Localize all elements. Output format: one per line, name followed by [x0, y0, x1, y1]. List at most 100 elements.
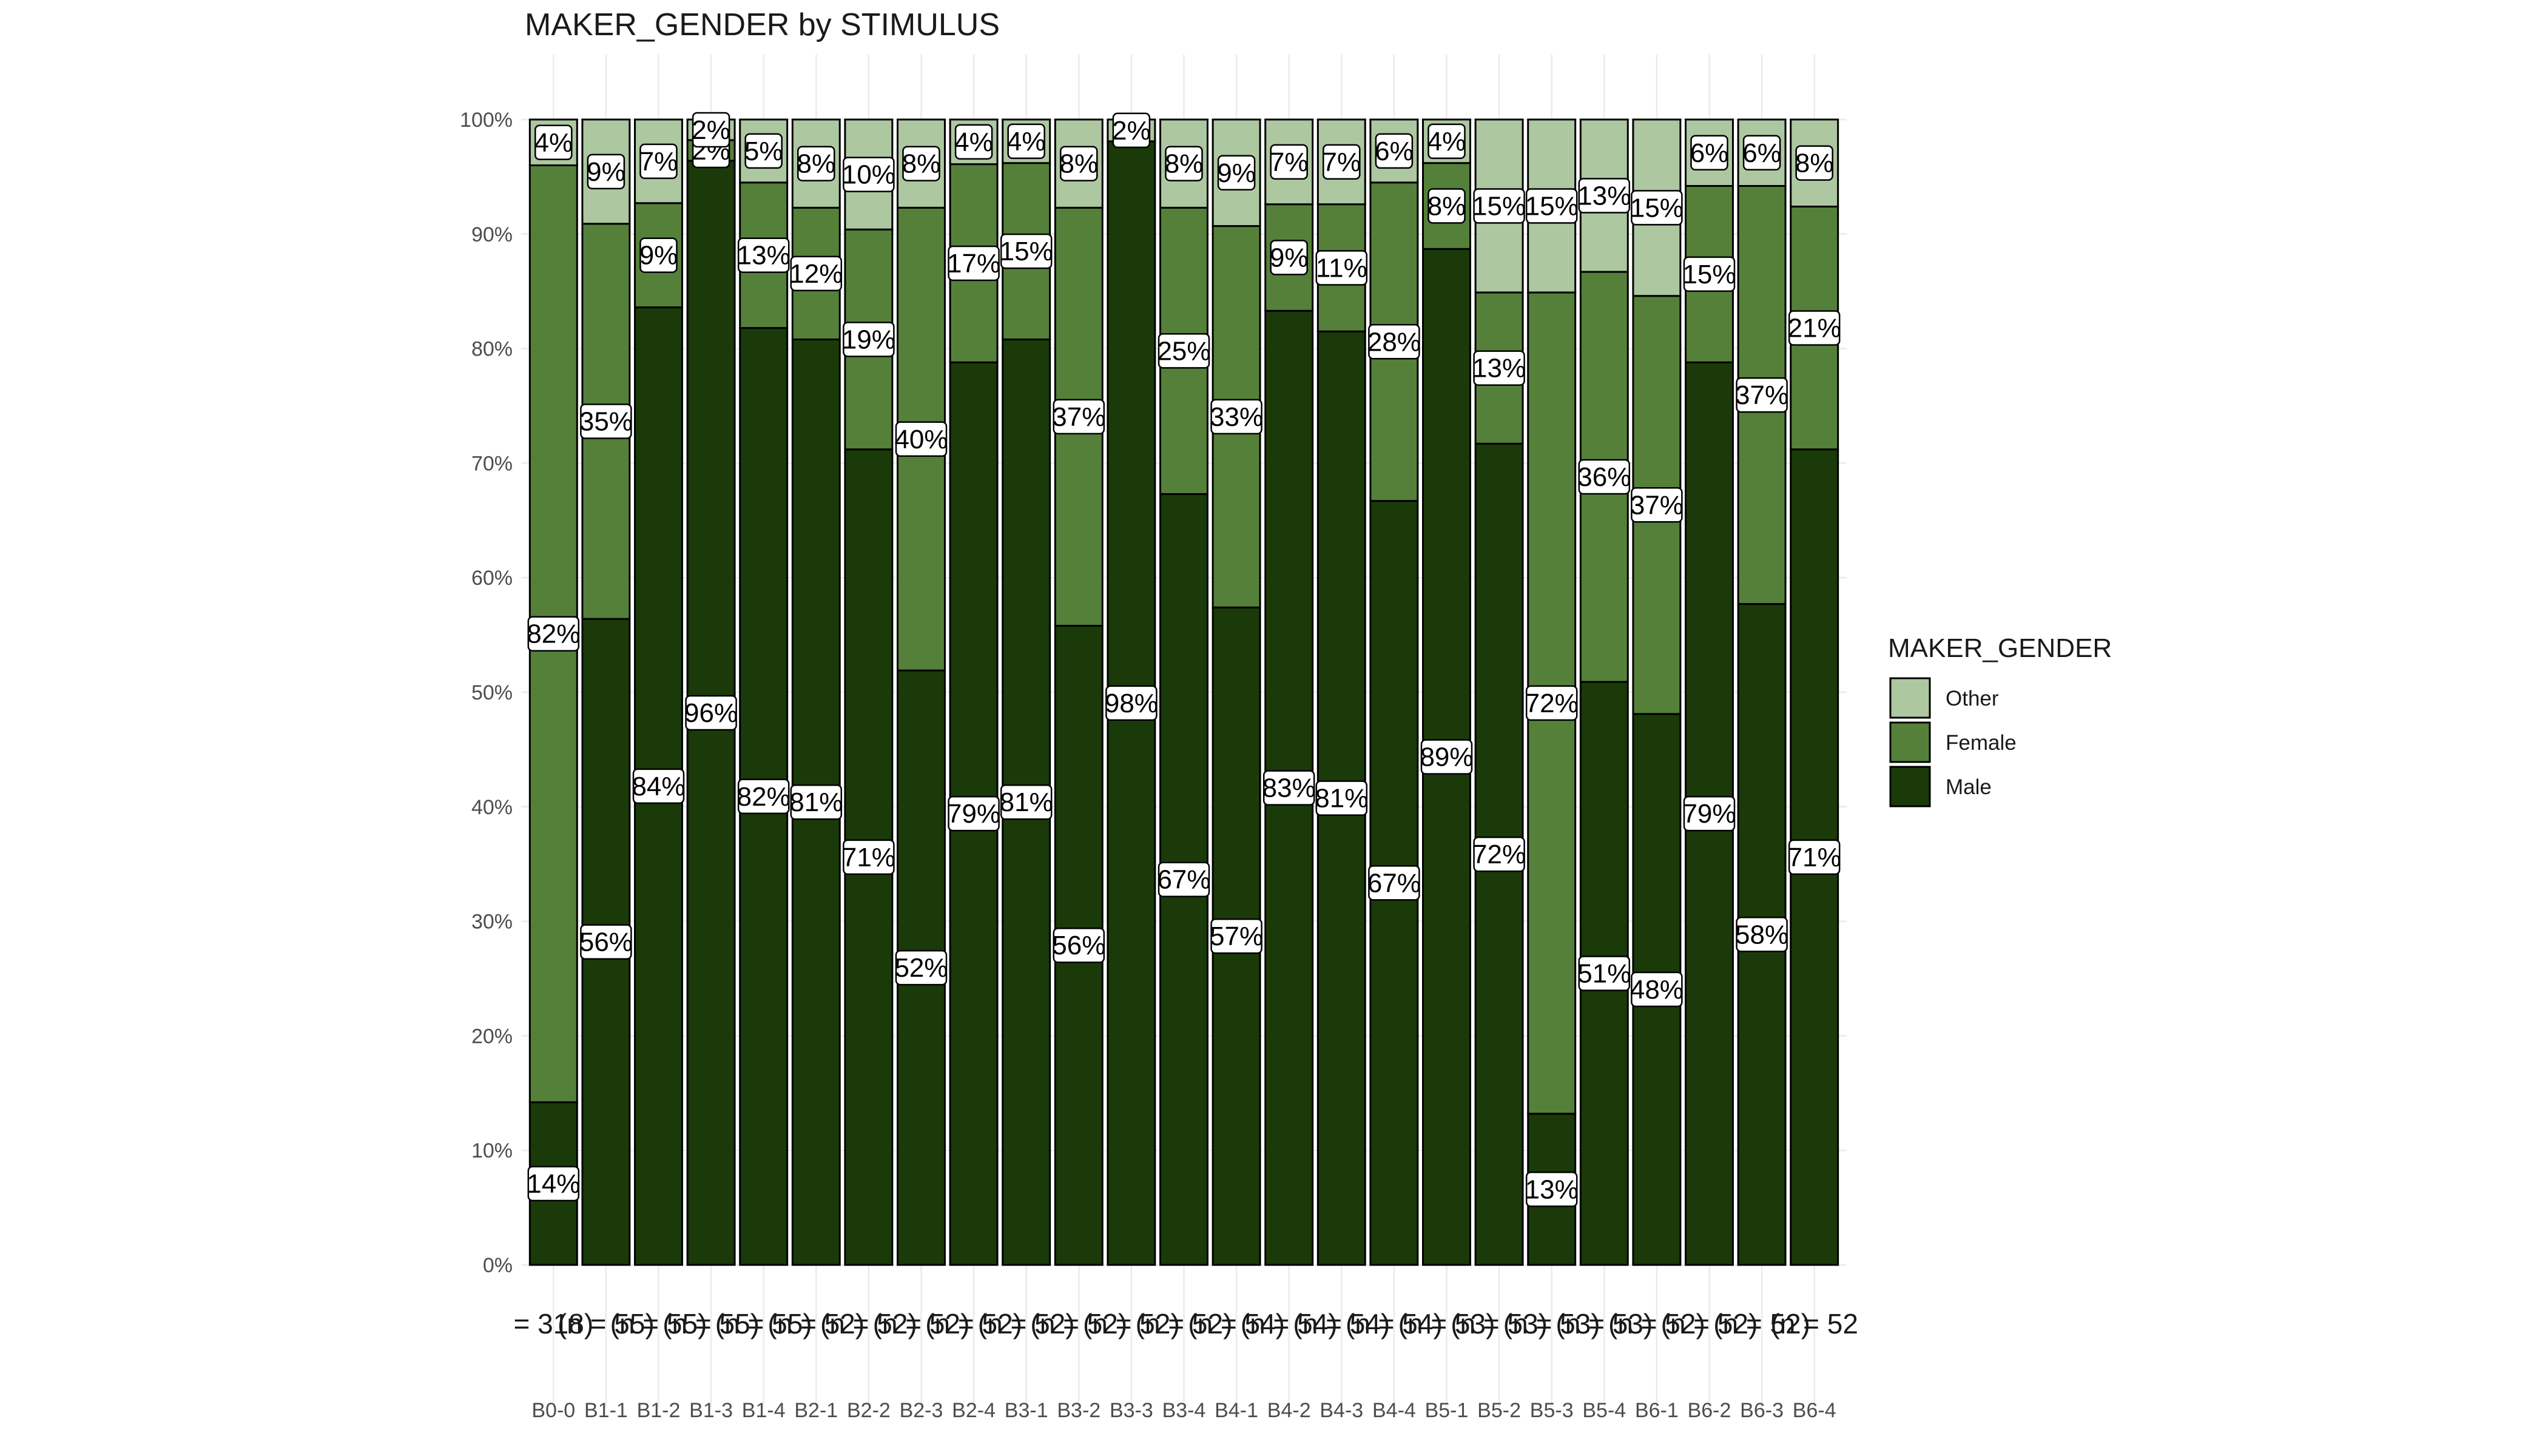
value-label-box [1000, 233, 1053, 269]
y-tick-label: 50% [471, 681, 513, 704]
count-label: (n = 53) [1398, 1308, 1495, 1340]
x-tick-label: B2-4 [952, 1399, 996, 1422]
value-label-box [1788, 310, 1841, 346]
value-label: 8% [1427, 192, 1466, 221]
x-tick-label: B5-2 [1477, 1399, 1521, 1422]
value-label-box [1473, 836, 1525, 872]
value-label-box [1795, 145, 1833, 181]
value-label-box [587, 153, 625, 190]
y-tick-label: 90% [471, 223, 513, 246]
value-label: 8% [902, 149, 941, 179]
value-label: 79% [1682, 799, 1736, 829]
count-label: (n = 55) [558, 1308, 655, 1340]
count-label: (n = 52) [820, 1308, 917, 1340]
value-label-box [1631, 971, 1683, 1008]
count-label: (n = 54) [1293, 1308, 1390, 1340]
value-label-box [1210, 399, 1262, 435]
value-label-box [948, 795, 1000, 832]
value-label-box [1315, 250, 1368, 286]
value-label-box [1270, 240, 1308, 275]
value-label-box [1210, 918, 1262, 954]
value-label-box [843, 839, 895, 875]
value-label: 14% [527, 1169, 580, 1199]
value-label: 35% [579, 406, 633, 436]
value-label-box [948, 245, 1000, 281]
value-label-box [1736, 377, 1788, 413]
value-label: 58% [1735, 920, 1788, 949]
value-label-box [632, 768, 685, 804]
value-label-box [1270, 144, 1308, 180]
value-label-box [692, 112, 730, 148]
value-label: 36% [1577, 462, 1631, 492]
value-label-box [1217, 155, 1256, 191]
value-label-box [527, 616, 580, 652]
y-tick-label: 40% [471, 796, 513, 819]
value-label: 9% [639, 241, 678, 271]
value-label: 48% [1630, 975, 1684, 1005]
count-label: (n = 52) [1083, 1308, 1180, 1340]
value-label-box [1053, 399, 1105, 435]
value-label-box [1578, 459, 1631, 495]
count-label: (n = 52) [1136, 1308, 1233, 1340]
value-label: 7% [1270, 147, 1309, 177]
count-label: (n = 53) [1503, 1308, 1600, 1340]
value-label-box [1165, 146, 1203, 181]
value-label: 15% [1472, 192, 1526, 221]
x-tick-label: B1-4 [742, 1399, 786, 1422]
x-tick-label: B5-1 [1425, 1399, 1469, 1422]
value-label-box [790, 784, 843, 820]
count-label: (n = 52) [873, 1308, 970, 1340]
count-label: (n = 54) [1188, 1308, 1285, 1340]
x-tick-label: B6-2 [1688, 1399, 1731, 1422]
value-label: 25% [1157, 336, 1210, 366]
value-label-box [1158, 861, 1210, 897]
value-label-box [1427, 188, 1466, 224]
value-label-box [737, 237, 790, 273]
value-label: 21% [1788, 314, 1841, 343]
value-label-box [1262, 770, 1315, 806]
value-label: 19% [842, 325, 895, 354]
value-label-box [1631, 487, 1683, 523]
value-label-box [1060, 146, 1098, 181]
chart-title: MAKER_GENDER by STIMULUS [525, 7, 1000, 42]
value-label: 9% [1270, 243, 1309, 273]
value-label-box [1742, 135, 1781, 171]
value-label-box [895, 421, 948, 457]
x-tick-label: B1-2 [637, 1399, 681, 1422]
value-label: 6% [1375, 136, 1414, 166]
count-label: (n = 55) [610, 1308, 707, 1340]
y-axis-ticks: 0% 10% 20% 30% 40% 50% 60% 70% 80% 90% 100% [460, 109, 513, 1277]
x-tick-label: B4-2 [1267, 1399, 1311, 1422]
value-label-box [1007, 123, 1045, 160]
count-label: (n = 52) [1661, 1308, 1758, 1340]
value-label: 2% [1112, 116, 1151, 146]
value-label: 8% [1060, 149, 1099, 179]
value-label: 15% [1525, 192, 1579, 221]
y-tick-label: 10% [471, 1139, 513, 1162]
count-label: (n = 52) [1030, 1308, 1127, 1340]
y-tick-label: 0% [483, 1254, 513, 1277]
value-label: 96% [684, 698, 738, 728]
value-label: 67% [1157, 865, 1210, 895]
legend-swatch-male [1889, 766, 1931, 807]
x-tick-label: B4-1 [1215, 1399, 1258, 1422]
value-label-box [1788, 839, 1841, 875]
value-label-box [1368, 865, 1420, 901]
value-label-box [1736, 917, 1788, 952]
value-label: 71% [1788, 843, 1841, 872]
value-label-box [902, 146, 940, 181]
x-tick-label: B2-2 [847, 1399, 891, 1422]
value-label-box [1683, 795, 1736, 832]
legend-swatch-other [1889, 677, 1931, 719]
value-label: 57% [1210, 922, 1263, 951]
value-label: 33% [1210, 402, 1263, 432]
x-tick-label: B1-1 [584, 1399, 628, 1422]
value-label-box [1525, 685, 1578, 721]
y-tick-label: 70% [471, 452, 513, 475]
x-tick-label: B4-3 [1320, 1399, 1363, 1422]
value-label: 7% [639, 147, 678, 177]
count-label: (n = 52) [1713, 1308, 1810, 1340]
value-label-box [895, 949, 948, 986]
value-label: 37% [1630, 490, 1684, 520]
